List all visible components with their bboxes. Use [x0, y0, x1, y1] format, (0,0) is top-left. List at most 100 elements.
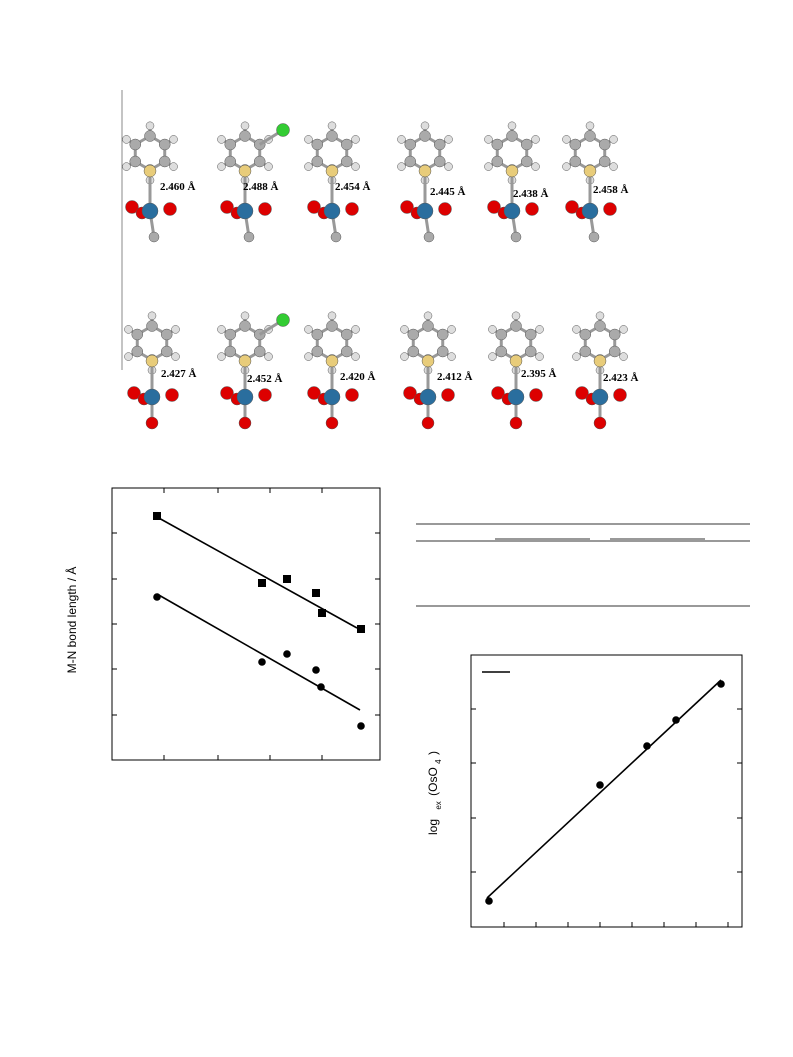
- atom: [507, 388, 525, 406]
- atom: [619, 352, 628, 361]
- atom: [598, 138, 611, 151]
- atom: [345, 202, 359, 216]
- atom: [307, 200, 321, 214]
- atom: [158, 138, 171, 151]
- atom: [169, 135, 178, 144]
- atom: [125, 200, 139, 214]
- atom: [224, 328, 237, 341]
- atom: [491, 138, 504, 151]
- atom: [236, 388, 254, 406]
- bond-labels: 2.460 Å 2.488 Å 2.454 Å 2.445 Å 2.438 Å 2.458…: [160, 181, 639, 385]
- plot-1: [111, 487, 381, 761]
- atom: [220, 386, 234, 400]
- atom: [340, 328, 353, 341]
- atom: [447, 325, 456, 334]
- atom: [529, 388, 543, 402]
- atom: [307, 386, 321, 400]
- atom: [217, 162, 226, 171]
- atom: [224, 155, 237, 168]
- atom: [525, 202, 539, 216]
- atom: [598, 155, 611, 168]
- atom: [217, 352, 226, 361]
- atom: [436, 328, 449, 341]
- atom: [419, 130, 431, 142]
- bond-length: 2.452 Å: [247, 373, 283, 385]
- atom: [595, 311, 605, 321]
- atom: [441, 388, 455, 402]
- atom: [131, 328, 144, 341]
- atom: [608, 328, 621, 341]
- bond-length: 2.395 Å: [521, 368, 557, 380]
- atom: [404, 155, 417, 168]
- atom: [531, 135, 540, 144]
- atom: [345, 388, 359, 402]
- atom: [535, 325, 544, 334]
- atom: [323, 388, 341, 406]
- atom: [238, 354, 252, 368]
- atom: [503, 202, 521, 220]
- atom: [351, 325, 360, 334]
- close: ): [426, 751, 440, 755]
- atom: [143, 164, 157, 178]
- atom: [436, 345, 449, 358]
- atom: [562, 135, 571, 144]
- atom: [253, 155, 266, 168]
- atom: [127, 386, 141, 400]
- atom: [495, 345, 508, 358]
- atom: [418, 164, 432, 178]
- atom: [351, 352, 360, 361]
- atom: [403, 386, 417, 400]
- atom: [565, 200, 579, 214]
- plot-2: [470, 654, 743, 928]
- plot2-ylabel: log ex (OsO 4 ): [426, 751, 444, 835]
- atom: [447, 352, 456, 361]
- atom: [524, 345, 537, 358]
- atom: [400, 352, 409, 361]
- atom: [433, 155, 446, 168]
- table-rules: [416, 523, 750, 607]
- atom: [326, 320, 338, 332]
- atom: [340, 155, 353, 168]
- bond-length: 2.427 Å: [161, 368, 197, 380]
- atom: [524, 328, 537, 341]
- atom: [569, 138, 582, 151]
- atom: [421, 416, 435, 430]
- sub: ex: [434, 801, 443, 809]
- atom: [171, 325, 180, 334]
- atom: [444, 135, 453, 144]
- atom: [264, 162, 273, 171]
- atom: [327, 311, 337, 321]
- atom: [327, 121, 337, 131]
- atom: [488, 352, 497, 361]
- atom: [591, 388, 609, 406]
- species-sub: 4: [434, 759, 443, 764]
- atom: [145, 121, 155, 131]
- species: (OsO: [426, 767, 440, 796]
- atom: [404, 138, 417, 151]
- atom: [122, 162, 131, 171]
- atom: [444, 162, 453, 171]
- atom: [146, 320, 158, 332]
- atom: [579, 328, 592, 341]
- atom: [420, 121, 430, 131]
- atom: [258, 202, 272, 216]
- atom: [579, 345, 592, 358]
- atom: [535, 352, 544, 361]
- atom: [124, 352, 133, 361]
- bond-length: 2.458 Å: [593, 184, 629, 196]
- atom: [340, 138, 353, 151]
- atom: [509, 416, 523, 430]
- atom: [603, 202, 617, 216]
- atom: [397, 135, 406, 144]
- atom: [304, 325, 313, 334]
- plot1-ylabel: M-N bond length / Å: [64, 567, 79, 674]
- atom: [311, 345, 324, 358]
- atom: [594, 320, 606, 332]
- atom: [572, 352, 581, 361]
- atom: [144, 130, 156, 142]
- bond-length: 2.445 Å: [430, 186, 466, 198]
- atom: [304, 135, 313, 144]
- atom: [421, 354, 435, 368]
- atom: [171, 352, 180, 361]
- atom: [217, 135, 226, 144]
